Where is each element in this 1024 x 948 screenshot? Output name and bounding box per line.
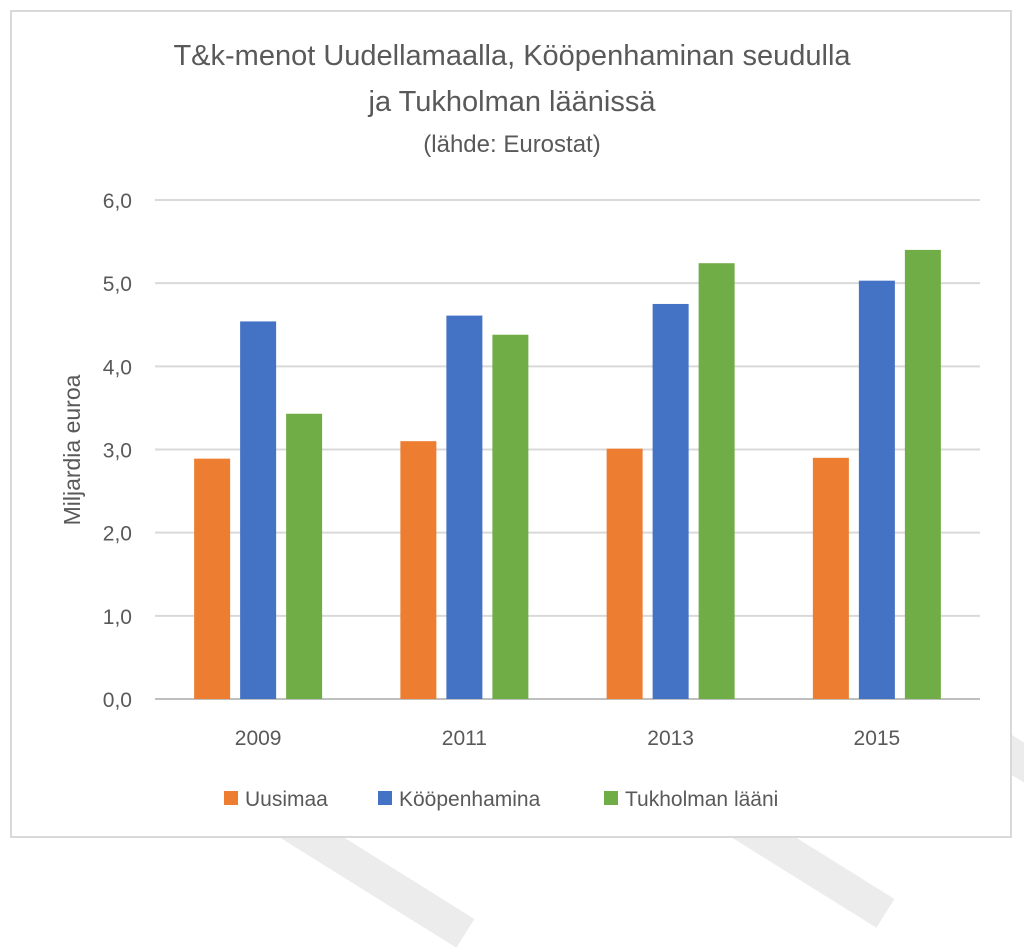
legend-label: Tukholman lääni xyxy=(625,788,778,811)
y-tick-label: 4,0 xyxy=(103,356,132,379)
chart-subtitle: (lähde: Eurostat) xyxy=(423,131,601,158)
x-tick-label: 2011 xyxy=(442,727,487,750)
y-tick-label: 0,0 xyxy=(103,689,132,712)
y-axis-label: Miljardia euroa xyxy=(59,374,85,525)
bar xyxy=(606,448,643,699)
bar xyxy=(698,263,735,699)
legend-swatch xyxy=(378,791,392,805)
legend: Uusimaa Kööpenhamina Tukholman lääni xyxy=(224,788,778,811)
chart-title-line2: ja Tukholman läänissä xyxy=(368,86,656,118)
legend-swatch xyxy=(604,791,618,805)
bar xyxy=(652,303,689,699)
y-tick-label: 2,0 xyxy=(103,523,132,546)
y-tick-label: 3,0 xyxy=(103,440,132,463)
bar xyxy=(240,321,277,699)
y-tick-label: 1,0 xyxy=(103,606,132,629)
gridlines xyxy=(155,199,980,700)
bar xyxy=(194,458,231,699)
legend-label: Kööpenhamina xyxy=(399,788,541,811)
y-tick-labels: 0,0 1,0 2,0 3,0 4,0 5,0 6,0 xyxy=(103,190,132,712)
x-tick-label: 2013 xyxy=(647,727,694,750)
bars xyxy=(194,249,941,699)
x-tick-label: 2009 xyxy=(235,727,282,750)
bar xyxy=(492,334,529,699)
bar xyxy=(812,457,849,699)
chart-title-line1: T&k-menot Uudellamaalla, Kööpenhaminan s… xyxy=(173,40,851,72)
bar xyxy=(400,441,437,699)
x-tick-label: 2015 xyxy=(854,727,901,750)
bar-chart: 0,0 1,0 2,0 3,0 4,0 5,0 6,0 2009 2011 2013 2015 U… xyxy=(59,190,980,811)
y-tick-label: 6,0 xyxy=(103,190,132,213)
bar xyxy=(904,249,941,699)
legend-label: Uusimaa xyxy=(245,788,328,811)
bar xyxy=(858,280,895,699)
x-tick-labels: 2009 2011 2013 2015 xyxy=(235,727,900,750)
y-tick-label: 5,0 xyxy=(103,273,132,296)
legend-swatch xyxy=(224,791,238,805)
bar xyxy=(446,315,483,699)
bar xyxy=(286,413,323,699)
